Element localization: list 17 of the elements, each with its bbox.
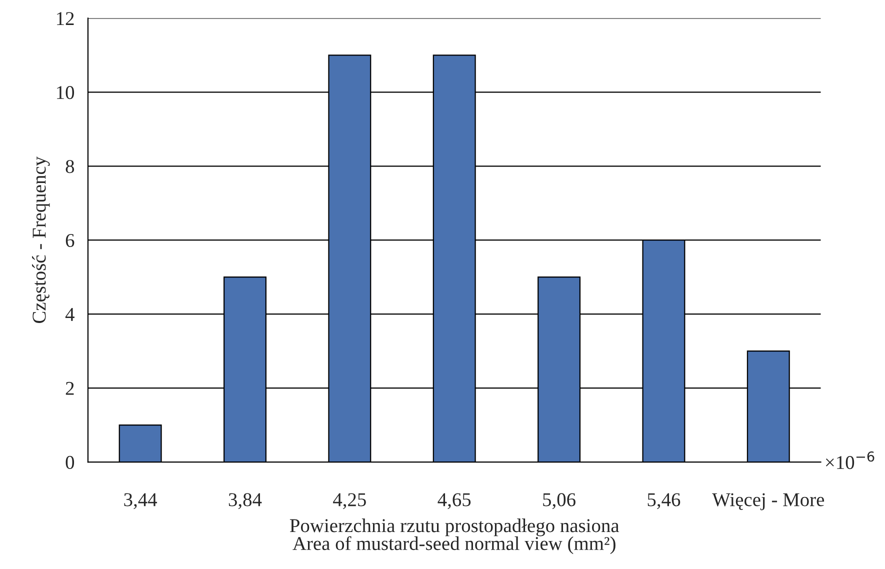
x-tick-label: 3,84 bbox=[228, 493, 262, 510]
y-axis-title: Częstość - Frequency bbox=[32, 156, 50, 324]
text: ×10$^{−6}$ bbox=[826, 451, 874, 470]
y-tick-label: 8 bbox=[66, 160, 74, 174]
x-tick-label: 4,65 bbox=[438, 493, 471, 510]
y-tick-label: 0 bbox=[66, 456, 74, 469]
x-tick-label: 4,25 bbox=[333, 493, 366, 510]
x-tick-label: 5,06 bbox=[543, 493, 576, 510]
y-tick-label: 6 bbox=[66, 234, 74, 248]
y-tick-label: 4 bbox=[65, 308, 74, 321]
x-tick-label: 3,44 bbox=[124, 493, 158, 510]
y-tick-label: 12 bbox=[57, 12, 74, 25]
x-tick-label: Więcej - More bbox=[712, 493, 824, 510]
y-tick-label: 2 bbox=[66, 382, 74, 395]
y-tick-label: 10 bbox=[57, 86, 74, 100]
x-tick-label: 5,46 bbox=[648, 493, 680, 510]
x-axis-title: Powierzchnia rzutu prostopadłego nasiona Area of mustard-seed normal view (mm²) bbox=[290, 518, 620, 554]
